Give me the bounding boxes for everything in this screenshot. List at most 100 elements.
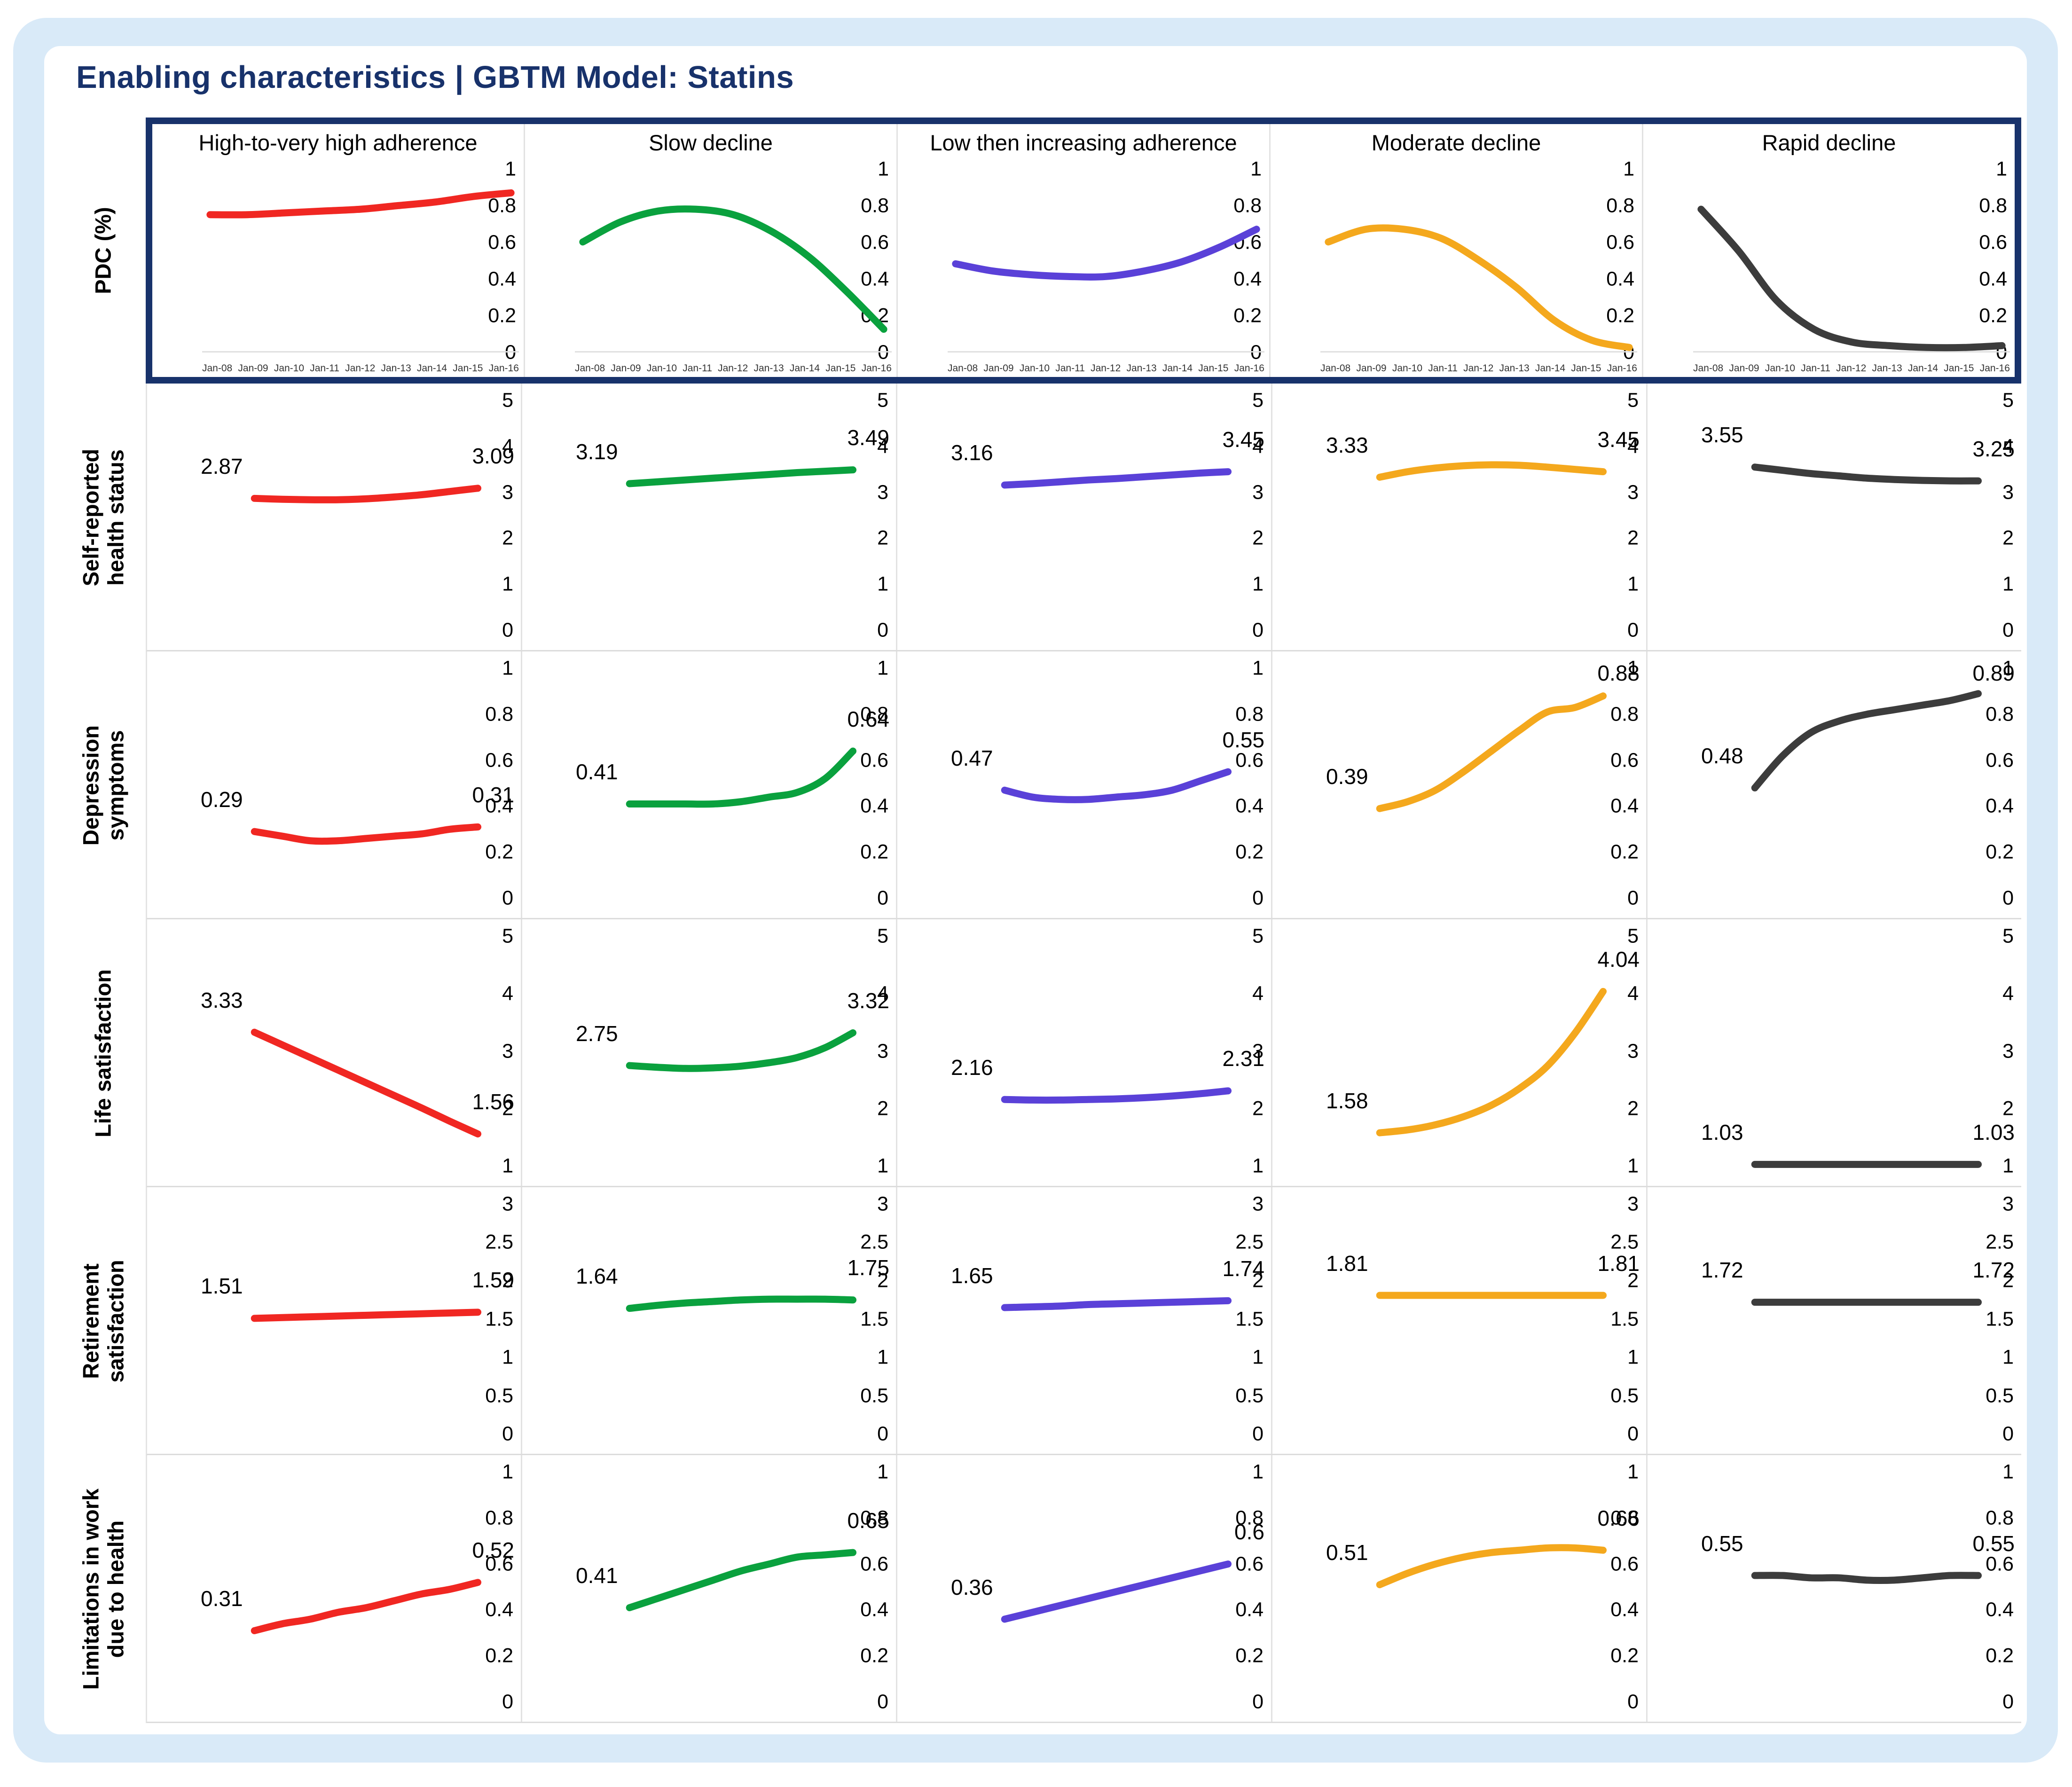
y-tick: 2	[877, 1269, 888, 1292]
value-label-start: 2.87	[201, 454, 243, 478]
y-tick: 0.8	[1235, 1506, 1264, 1529]
trajectory-svg	[1322, 668, 1641, 898]
value-label-start: 0.51	[1326, 1540, 1368, 1565]
value-label-start: 1.81	[1326, 1251, 1368, 1276]
y-tick: 3	[1627, 1192, 1639, 1215]
value-label-start: 0.31	[201, 1586, 243, 1611]
plot-area: 2.87 3.09	[197, 400, 516, 630]
x-tick: Jan-11	[1801, 363, 1830, 374]
panel-limitations-in-work-due-to-health-c0: 1 0.8 0.6 0.4 0.2 0 0.31 0.52	[147, 1455, 521, 1722]
trajectory-svg	[197, 668, 516, 898]
y-tick: 1	[1627, 657, 1639, 680]
y-tick: 2	[1252, 1269, 1264, 1292]
panel-pdc--c1: Slow decline 1 0.8 0.6 0.4 0.2 0 Jan-08 Jan-09 Ja…	[524, 124, 896, 377]
trajectory-svg	[947, 400, 1266, 630]
trajectory-line-black	[1701, 209, 2002, 348]
value-label-start: 3.16	[951, 440, 993, 465]
plot-area-wrap: 5 4 3 2 1 1.58 4.04	[1272, 925, 1646, 1177]
x-tick: Jan-16	[1234, 363, 1264, 374]
y-tick: 0	[1627, 619, 1639, 642]
trajectory-svg	[197, 400, 516, 630]
y-tick: 1	[2002, 1460, 2014, 1483]
y-tick: 1	[878, 157, 889, 180]
panel-retirement-satisfaction-c2: 3 2.5 2 1.5 1 0.5 0 1.65 1.74	[896, 1187, 1271, 1454]
trajectory-line-green	[583, 209, 884, 329]
panel-pdc--c2: Low then increasing adherence 1 0.8 0.6 0.4 0…	[896, 124, 1269, 377]
x-tick: Jan-13	[1499, 363, 1530, 374]
plot-area: 1.03 1.03	[1697, 936, 2017, 1166]
y-tick: 4	[502, 435, 513, 458]
y-tick: 0.6	[860, 749, 888, 772]
plot-area	[1320, 169, 1637, 353]
x-tick: Jan-13	[381, 363, 411, 374]
y-tick: 0	[1252, 1690, 1264, 1713]
panels-row-2: 1 0.8 0.6 0.4 0.2 0 0.29 0.31 1 0.8 0.6 0.4 0.2 0 0.41…	[146, 651, 2021, 919]
value-label-end: 3.49	[847, 425, 889, 450]
y-tick: 1	[2002, 572, 2014, 596]
value-label-end: 0.64	[847, 706, 889, 731]
plot-area: 0.36 0.6	[947, 1472, 1266, 1702]
y-tick: 0.6	[1606, 231, 1634, 254]
y-tick: 1	[1252, 1154, 1264, 1177]
row-label-cell-2: Depression symptoms	[61, 651, 146, 919]
x-tick: Jan-16	[861, 363, 892, 374]
small-multiples-grid: PDC (%) High-to-very high adherence 1 0.8 0.…	[61, 118, 2021, 1723]
value-label-start: 0.39	[1326, 764, 1368, 789]
plot-area: 0.48 0.89	[1697, 661, 2017, 898]
y-tick: 0.4	[1986, 1598, 2014, 1621]
row-label-cell-5: Limitations in work due to health	[61, 1455, 146, 1723]
x-tick: Jan-15	[453, 363, 483, 374]
y-tick: 5	[2002, 925, 2014, 948]
plot-area-wrap: 5 4 3 2 1 3.33 1.56	[147, 925, 521, 1177]
value-label-start: 1.03	[1701, 1120, 1743, 1144]
trajectory-line-purple	[1005, 772, 1228, 799]
value-label-start: 0.29	[201, 787, 243, 812]
plot-area-wrap: 1 0.8 0.6 0.4 0.2 0	[1643, 158, 2015, 364]
y-tick: 0.2	[485, 1644, 513, 1667]
y-tick: 0.8	[485, 703, 513, 726]
value-label-end: 3.25	[1972, 436, 2015, 461]
plot-area: 0.29 0.31	[197, 668, 516, 898]
y-tick: 0.4	[1235, 794, 1264, 817]
y-tick: 5	[1252, 925, 1264, 948]
panel-self-reported-health-status-c3: 5 4 3 2 1 0 3.33 3.45	[1271, 384, 1646, 650]
y-tick: 0	[1252, 886, 1264, 909]
y-tick: 1	[1252, 572, 1264, 596]
y-tick: 2	[502, 1097, 513, 1120]
y-tick: 1	[1627, 1346, 1639, 1369]
y-tick: 2	[2002, 1269, 2014, 1292]
y-tick: 1.5	[1235, 1308, 1264, 1330]
trajectory-svg	[572, 1204, 891, 1434]
x-tick: Jan-10	[1392, 363, 1423, 374]
y-tick: 0	[502, 1690, 513, 1713]
y-tick: 3	[502, 1192, 513, 1215]
y-tick: 0	[1252, 1422, 1264, 1445]
y-tick: 3	[877, 1192, 888, 1215]
y-tick: 3	[2002, 481, 2014, 504]
y-tick: 3	[502, 1040, 513, 1062]
plot-area-wrap: 1 0.8 0.6 0.4 0.2 0 0.51 0.66	[1272, 1461, 1646, 1713]
row-label-cell-4: Retirement satisfaction	[61, 1187, 146, 1455]
x-tick: Jan-12	[345, 363, 376, 374]
trajectory-svg	[1322, 400, 1641, 630]
value-label-end: 0.52	[472, 1538, 514, 1563]
y-tick: 0.4	[861, 267, 889, 290]
trajectory-svg	[1697, 1472, 2017, 1702]
plot-area-wrap: 1 0.8 0.6 0.4 0.2 0	[1271, 158, 1642, 364]
plot-area-wrap: 1 0.8 0.6 0.4 0.2 0	[898, 158, 1269, 364]
plot-area-wrap: 1 0.8 0.6 0.4 0.2 0 0.36 0.6	[897, 1461, 1271, 1713]
y-tick: 0	[877, 1690, 888, 1713]
y-tick: 0.6	[1235, 749, 1264, 772]
row-label: Self-reported health status	[78, 448, 128, 587]
trajectory-svg	[1322, 936, 1641, 1166]
plot-area-wrap: 5 4 3 2 1 0 3.33 3.45	[1272, 389, 1646, 642]
x-tick: Jan-14	[1535, 363, 1566, 374]
y-tick: 0.6	[1235, 1552, 1264, 1575]
y-tick: 0.6	[1610, 1552, 1639, 1575]
y-tick: 2	[1627, 526, 1639, 549]
y-tick: 1	[1252, 657, 1264, 680]
value-label-end: 1.75	[847, 1255, 889, 1280]
trajectory-line-green	[629, 1299, 853, 1309]
plot-area-wrap: 1 0.8 0.6 0.4 0.2 0 0.29 0.31	[147, 657, 521, 909]
value-label-start: 0.48	[1701, 743, 1743, 768]
